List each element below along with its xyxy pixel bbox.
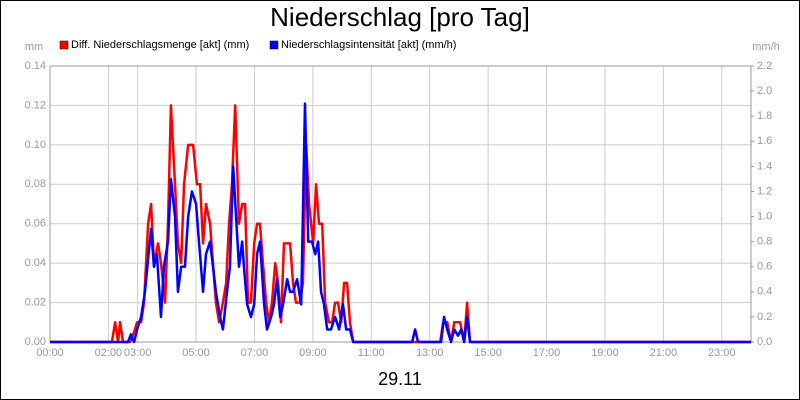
x-tick-label: 19:00 — [591, 347, 619, 359]
y-tick-label: 0.10 — [25, 139, 46, 151]
y2-tick-label: 1.2 — [757, 185, 772, 197]
y2-tick-label: 2.2 — [757, 60, 772, 72]
y-tick-label: 0.08 — [25, 178, 46, 190]
y2-tick-label: 0.2 — [757, 311, 772, 323]
legend-label: Niederschlagsintensität [akt] (mm/h) — [281, 39, 456, 51]
x-tick-label: 07:00 — [241, 347, 269, 359]
x-tick-label: 13:00 — [416, 347, 444, 359]
x-tick-label: 03:00 — [124, 347, 152, 359]
x-tick-label: 11:00 — [358, 347, 385, 359]
y-tick-label: 0.06 — [25, 218, 46, 230]
x-tick-label: 09:00 — [299, 347, 327, 359]
y-axis-label: mm — [25, 41, 43, 53]
y2-tick-label: 1.4 — [757, 160, 772, 172]
y-tick-label: 0.02 — [25, 296, 46, 308]
legend-swatch — [269, 40, 279, 50]
y2-tick-label: 2.0 — [757, 85, 772, 97]
x-tick-label: 23:00 — [708, 347, 736, 359]
y2-tick-label: 0.6 — [757, 261, 772, 273]
y2-tick-label: 0.4 — [757, 286, 772, 298]
y2-axis-label: mm/h — [752, 41, 780, 53]
x-tick-label: 21:00 — [650, 347, 678, 359]
x-tick-label: 15:00 — [474, 347, 502, 359]
x-tick-label: 05:00 — [182, 347, 210, 359]
y2-tick-label: 1.0 — [757, 210, 772, 222]
x-tick-label: 00:00 — [36, 347, 64, 359]
legend-label: Diff. Niederschlagsmenge [akt] (mm) — [71, 39, 249, 51]
data-line — [50, 102, 751, 344]
y2-tick-label: 1.6 — [757, 135, 772, 147]
y-tick-label: 0.00 — [25, 336, 46, 348]
y2-tick-label: 1.8 — [757, 110, 772, 122]
legend-swatch — [59, 40, 69, 50]
y2-tick-label: 0.0 — [757, 336, 772, 348]
x-tick-label: 02:00 — [95, 347, 123, 359]
x-tick-label: 17:00 — [533, 347, 561, 359]
y-tick-label: 0.04 — [25, 257, 46, 269]
x-axis-label: 29.11 — [378, 369, 422, 389]
y-tick-label: 0.12 — [25, 99, 46, 111]
plot-area — [49, 65, 752, 343]
chart-title: Niederschlag [pro Tag] — [270, 2, 530, 32]
y-tick-label: 0.14 — [25, 60, 46, 72]
y2-tick-label: 0.8 — [757, 236, 772, 248]
